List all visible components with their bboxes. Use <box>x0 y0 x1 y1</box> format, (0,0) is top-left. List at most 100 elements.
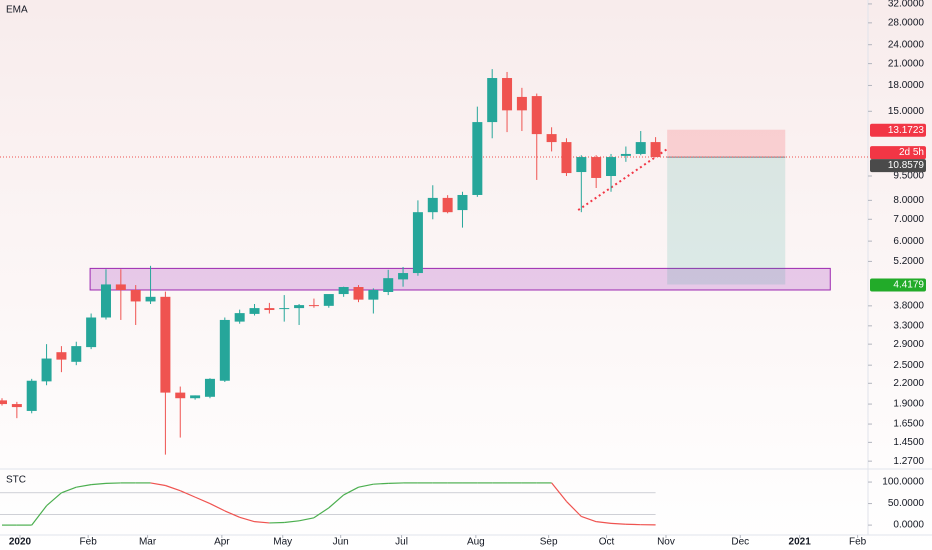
x-tick-label: Nov <box>657 537 675 548</box>
candle-body <box>502 78 513 111</box>
candle-body <box>71 346 82 362</box>
stc-segment <box>551 482 567 502</box>
y-tick-label: 1.4500 <box>893 437 924 448</box>
stop-zone <box>667 129 786 158</box>
x-tick-label: Jul <box>395 537 408 548</box>
candle-body <box>294 305 305 309</box>
x-tick-label: Apr <box>214 537 230 548</box>
stc-segment <box>284 520 300 524</box>
candle-body <box>175 392 186 399</box>
candle-body <box>591 157 602 178</box>
x-tick-label: Feb <box>849 537 867 548</box>
candle-body <box>576 157 587 173</box>
candle-body <box>531 96 542 135</box>
candle-body <box>308 305 319 307</box>
y-tick-label: 24.0000 <box>888 39 925 50</box>
candle-body <box>264 308 275 311</box>
stop-label: 13.1723 <box>888 125 925 136</box>
candle-body <box>546 134 557 143</box>
y-tick-label: 2.9000 <box>893 339 924 350</box>
y-tick-label: 28.0000 <box>888 17 925 28</box>
indicator-label: STC <box>6 475 26 486</box>
candle-body <box>457 194 468 211</box>
stc-segment <box>31 505 48 526</box>
stc-segment <box>224 510 240 518</box>
candle-body <box>56 352 67 360</box>
candle-body <box>204 378 215 397</box>
candle-body <box>86 317 97 348</box>
candle-body <box>130 289 141 302</box>
y-tick-label: 1.9000 <box>893 399 924 410</box>
y-tick-label: 1.2700 <box>893 456 924 467</box>
stc-segment <box>328 494 345 509</box>
stc-segment <box>596 521 612 524</box>
y-tick-label: 9.5000 <box>893 171 924 182</box>
stc-segment <box>46 492 62 507</box>
candle-body <box>0 400 8 405</box>
stc-segment <box>566 501 582 517</box>
candle-body <box>398 273 409 280</box>
candle-body <box>145 296 156 302</box>
stc-segment <box>254 521 270 524</box>
stc-segment <box>610 522 626 525</box>
candle-body <box>606 157 617 177</box>
stc-segment <box>373 482 389 485</box>
y-tick-label: 2.2000 <box>893 378 924 389</box>
stc-segment <box>194 496 211 505</box>
candle-body <box>100 284 111 318</box>
y-tick-label: 6.0000 <box>893 236 924 247</box>
stc-segment <box>581 515 597 523</box>
candle-body <box>234 313 245 322</box>
candle-body <box>219 319 230 381</box>
candle-body <box>368 289 379 300</box>
candle-body <box>427 197 438 213</box>
candle-body <box>338 287 349 295</box>
y-tick-label: 100.0000 <box>882 477 924 488</box>
candle-body <box>487 78 498 123</box>
candle-body <box>323 294 334 306</box>
stc-segment <box>91 482 107 486</box>
stc-segment <box>358 483 374 488</box>
stc-segment <box>298 517 315 522</box>
target-zone <box>667 157 786 285</box>
candle-body <box>620 153 631 156</box>
y-tick-label: 3.3000 <box>893 320 924 331</box>
countdown-label: 2d 5h <box>899 147 924 158</box>
y-tick-label: 7.0000 <box>893 214 924 225</box>
x-tick-label: 2021 <box>789 537 812 548</box>
x-tick-label: Mar <box>139 537 157 548</box>
candle-body <box>26 380 37 411</box>
x-tick-label: Dec <box>731 537 749 548</box>
stc-segment <box>209 503 226 512</box>
indicator-label: EMA <box>6 5 28 16</box>
countdown-label-box <box>870 146 926 160</box>
entry-label-box <box>870 159 926 173</box>
candle-body <box>11 404 22 408</box>
candle-body <box>160 296 171 393</box>
candle-body <box>41 358 52 382</box>
stc-segment <box>343 486 359 496</box>
stc-segment <box>150 482 166 487</box>
candle-body <box>353 287 364 300</box>
stc-segment <box>165 484 181 492</box>
trendline <box>577 147 669 211</box>
target-label: 4.4179 <box>893 280 924 291</box>
stc-segment <box>313 507 330 519</box>
y-tick-label: 2.5000 <box>893 360 924 371</box>
candle-body <box>650 142 661 158</box>
candle-body <box>561 142 572 174</box>
candle-body <box>190 395 201 399</box>
y-tick-label: 32.0000 <box>888 0 925 10</box>
y-tick-label: 5.2000 <box>893 256 924 267</box>
candle-body <box>279 308 290 310</box>
stop-label-box <box>870 123 926 137</box>
x-tick-label: Jun <box>333 537 349 548</box>
candle-body <box>635 142 646 154</box>
candle-body <box>383 278 394 293</box>
y-tick-label: 3.8000 <box>893 300 924 311</box>
y-tick-label: 21.0000 <box>888 58 925 69</box>
candle-body <box>442 197 453 213</box>
y-tick-label: 18.0000 <box>888 80 925 91</box>
